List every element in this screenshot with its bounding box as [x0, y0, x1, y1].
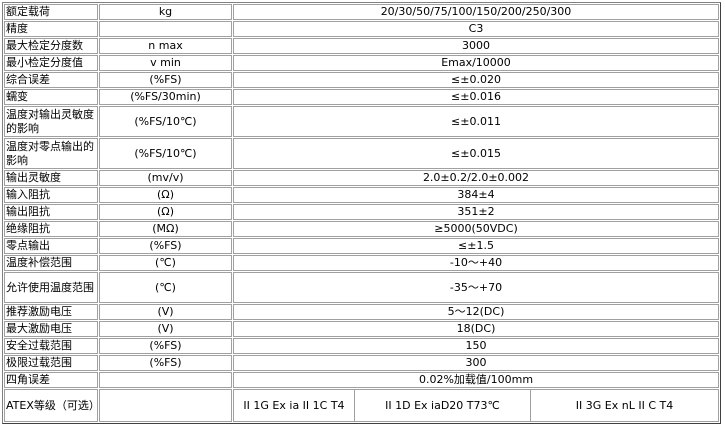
spec-value: ≤±0.020	[233, 72, 719, 88]
table-row: 最小检定分度值 v min Emax/10000	[4, 55, 719, 71]
spec-name: 温度对零点输出的影响	[4, 138, 98, 169]
table-row: 安全过载范围 (%FS) 150	[4, 338, 719, 354]
spec-value: Emax/10000	[233, 55, 719, 71]
spec-name: 输出灵敏度	[4, 170, 98, 186]
spec-unit: (mv/v)	[99, 170, 232, 186]
spec-value: 384±4	[233, 187, 719, 203]
spec-value: ≤±1.5	[233, 238, 719, 254]
spec-name: 绝缘阻抗	[4, 221, 98, 237]
spec-value: -10～+40	[233, 255, 719, 271]
spec-unit: (℃)	[99, 272, 232, 303]
spec-name: 零点输出	[4, 238, 98, 254]
spec-value: ≤±0.011	[233, 106, 719, 137]
table-row: 最大激励电压 (V) 18(DC)	[4, 321, 719, 337]
atex-option-3g: II 3G Ex nL II C T4	[530, 390, 718, 421]
spec-name: 安全过载范围	[4, 338, 98, 354]
spec-unit: (Ω)	[99, 204, 232, 220]
spec-name: 精度	[4, 21, 98, 37]
table-row: 额定载荷 kg 20/30/50/75/100/150/200/250/300	[4, 4, 719, 20]
table-row: 最大检定分度数 n max 3000	[4, 38, 719, 54]
spec-value: 150	[233, 338, 719, 354]
table-row: 绝缘阻抗 (MΩ) ≥5000(50VDC)	[4, 221, 719, 237]
spec-unit: (℃)	[99, 255, 232, 271]
spec-name: ATEX等级（可选）	[4, 389, 98, 422]
spec-value: ≤±0.016	[233, 89, 719, 105]
spec-unit: (V)	[99, 321, 232, 337]
spec-name: 最大检定分度数	[4, 38, 98, 54]
spec-unit	[99, 372, 232, 388]
spec-name: 温度对输出灵敏度的影响	[4, 106, 98, 137]
spec-unit: (Ω)	[99, 187, 232, 203]
spec-value: 5～12(DC)	[233, 304, 719, 320]
table-row: 温度补偿范围 (℃) -10～+40	[4, 255, 719, 271]
table-row: 综合误差 (%FS) ≤±0.020	[4, 72, 719, 88]
spec-value: 0.02%加载值/100mm	[233, 372, 719, 388]
table-row: 零点输出 (%FS) ≤±1.5	[4, 238, 719, 254]
spec-name: 额定载荷	[4, 4, 98, 20]
table-row-atex: ATEX等级（可选） II 1G Ex ia II 1C T4 II 1D Ex…	[4, 389, 719, 422]
atex-option-1d: II 1D Ex iaD20 T73℃	[354, 390, 531, 421]
spec-name: 允许使用温度范围	[4, 272, 98, 303]
table-row: 输出灵敏度 (mv/v) 2.0±0.2/2.0±0.002	[4, 170, 719, 186]
spec-unit: (%FS/10℃)	[99, 138, 232, 169]
table-row: 温度对零点输出的影响 (%FS/10℃) ≤±0.015	[4, 138, 719, 169]
spec-name: 最大激励电压	[4, 321, 98, 337]
atex-option-1g: II 1G Ex ia II 1C T4	[243, 398, 345, 412]
spec-value: -35～+70	[233, 272, 719, 303]
spec-unit: (%FS)	[99, 355, 232, 371]
spec-unit: (%FS)	[99, 238, 232, 254]
spec-name: 蠕变	[4, 89, 98, 105]
spec-unit	[99, 389, 232, 422]
spec-value: 18(DC)	[233, 321, 719, 337]
table-row: 推荐激励电压 (V) 5～12(DC)	[4, 304, 719, 320]
spec-name: 输出阻抗	[4, 204, 98, 220]
spec-unit: v min	[99, 55, 232, 71]
table-row: 输出阻抗 (Ω) 351±2	[4, 204, 719, 220]
spec-unit: (%FS/10℃)	[99, 106, 232, 137]
spec-value: 300	[233, 355, 719, 371]
table-row: 蠕变 (%FS/30min) ≤±0.016	[4, 89, 719, 105]
spec-name: 四角误差	[4, 372, 98, 388]
spec-name: 最小检定分度值	[4, 55, 98, 71]
atex-options: II 1G Ex ia II 1C T4 II 1D Ex iaD20 T73℃…	[233, 389, 719, 422]
spec-unit: n max	[99, 38, 232, 54]
spec-value: ≥5000(50VDC)	[233, 221, 719, 237]
spec-value: 20/30/50/75/100/150/200/250/300	[233, 4, 719, 20]
spec-name: 极限过载范围	[4, 355, 98, 371]
spec-value: 3000	[233, 38, 719, 54]
spec-value: 351±2	[233, 204, 719, 220]
table-row: 极限过载范围 (%FS) 300	[4, 355, 719, 371]
spec-unit: (%FS)	[99, 338, 232, 354]
spec-name: 推荐激励电压	[4, 304, 98, 320]
table-row: 温度对输出灵敏度的影响 (%FS/10℃) ≤±0.011	[4, 106, 719, 137]
spec-value: 2.0±0.2/2.0±0.002	[233, 170, 719, 186]
spec-unit: (MΩ)	[99, 221, 232, 237]
spec-name: 温度补偿范围	[4, 255, 98, 271]
spec-name: 综合误差	[4, 72, 98, 88]
spec-unit: (%FS/30min)	[99, 89, 232, 105]
spec-value: ≤±0.015	[233, 138, 719, 169]
table-row: 精度 C3	[4, 21, 719, 37]
spec-unit: (%FS)	[99, 72, 232, 88]
spec-unit: kg	[99, 4, 232, 20]
spec-name: 输入阻抗	[4, 187, 98, 203]
table-row: 四角误差 0.02%加载值/100mm	[4, 372, 719, 388]
table-row: 允许使用温度范围 (℃) -35～+70	[4, 272, 719, 303]
table-row: 输入阻抗 (Ω) 384±4	[4, 187, 719, 203]
spec-value: C3	[233, 21, 719, 37]
spec-unit	[99, 21, 232, 37]
spec-unit: (V)	[99, 304, 232, 320]
